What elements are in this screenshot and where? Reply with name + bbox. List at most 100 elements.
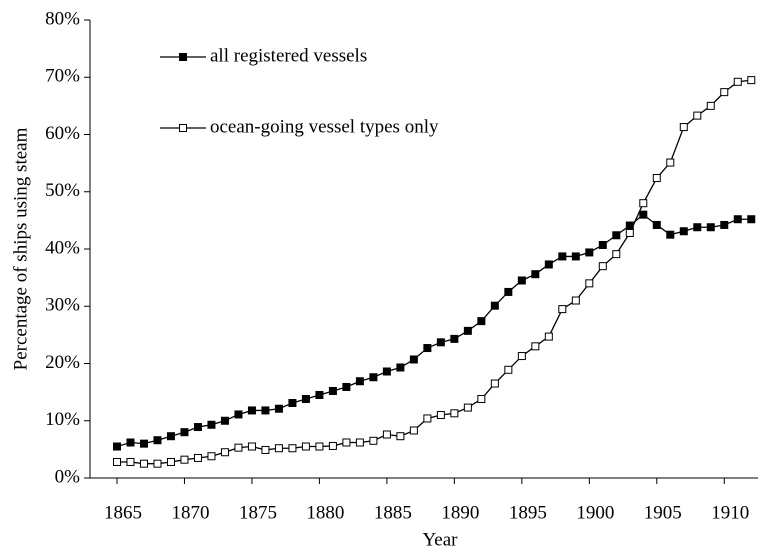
data-point (382, 367, 391, 376)
data-point (180, 428, 189, 437)
data-point (301, 442, 310, 451)
data-point (369, 436, 378, 445)
data-point (733, 77, 742, 86)
y-tick-label: 40% (45, 237, 80, 258)
data-point (139, 439, 148, 448)
data-point (436, 411, 445, 420)
data-point (531, 342, 540, 351)
data-point (234, 443, 243, 452)
data-point (477, 317, 486, 326)
data-point (261, 445, 270, 454)
series-line (116, 213, 752, 448)
data-point (301, 394, 310, 403)
data-point (180, 455, 189, 464)
data-point (531, 270, 540, 279)
data-point (112, 442, 121, 451)
data-point (153, 459, 162, 468)
data-point (396, 363, 405, 372)
data-point (490, 301, 499, 310)
y-tick-label: 0% (55, 466, 81, 487)
data-point (126, 457, 135, 466)
data-point (747, 215, 756, 224)
data-point (706, 101, 715, 110)
data-point (504, 287, 513, 296)
data-point (382, 430, 391, 439)
data-point (355, 438, 364, 447)
data-point (288, 444, 297, 453)
data-point (166, 432, 175, 441)
data-point (639, 210, 648, 219)
data-point (679, 123, 688, 132)
data-point (409, 355, 418, 364)
legend-label: all registered vessels (210, 45, 367, 66)
data-point (598, 240, 607, 249)
data-point (639, 199, 648, 208)
data-point (463, 403, 472, 412)
legend-marker (179, 124, 187, 132)
data-point (517, 276, 526, 285)
y-tick-label: 50% (45, 180, 80, 201)
data-point (234, 410, 243, 419)
data-point (355, 377, 364, 386)
series-line (116, 79, 752, 465)
data-point (193, 423, 202, 432)
data-point (220, 416, 229, 425)
data-point (490, 379, 499, 388)
y-tick-label: 30% (45, 295, 80, 316)
data-point (558, 252, 567, 261)
data-point (544, 260, 553, 269)
data-point (328, 441, 337, 450)
x-tick-label: 1900 (576, 502, 614, 523)
data-point (625, 228, 634, 237)
x-tick-label: 1885 (374, 502, 412, 523)
data-point (612, 231, 621, 240)
data-point (288, 399, 297, 408)
data-point (612, 250, 621, 259)
data-point (747, 76, 756, 85)
data-point (436, 338, 445, 347)
y-tick-label: 20% (45, 352, 80, 373)
x-tick-label: 1905 (644, 502, 682, 523)
y-tick-label: 80% (45, 8, 80, 29)
data-point (693, 111, 702, 120)
legend-marker (179, 53, 187, 61)
data-point (720, 220, 729, 229)
data-point (450, 409, 459, 418)
x-axis-label: Year (422, 529, 458, 550)
data-point (652, 220, 661, 229)
data-point (193, 453, 202, 462)
data-point (261, 406, 270, 415)
data-point (315, 390, 324, 399)
x-tick-label: 1890 (441, 502, 479, 523)
data-point (369, 373, 378, 382)
data-point (409, 426, 418, 435)
data-point (693, 223, 702, 232)
x-tick-label: 1870 (171, 502, 209, 523)
data-point (571, 296, 580, 305)
data-point (720, 88, 729, 97)
data-point (247, 442, 256, 451)
data-point (423, 414, 432, 423)
data-point (504, 365, 513, 374)
data-point (517, 352, 526, 361)
y-tick-label: 60% (45, 123, 80, 144)
data-point (166, 457, 175, 466)
data-point (450, 334, 459, 343)
data-point (126, 438, 135, 447)
data-point (706, 223, 715, 232)
data-point (571, 252, 580, 261)
data-point (274, 404, 283, 413)
data-point (544, 332, 553, 341)
data-point (733, 215, 742, 224)
data-point (315, 442, 324, 451)
data-point (666, 158, 675, 167)
data-point (679, 227, 688, 236)
data-point (666, 230, 675, 239)
data-point (342, 438, 351, 447)
x-tick-label: 1910 (711, 502, 749, 523)
data-point (274, 444, 283, 453)
legend-label: ocean-going vessel types only (210, 116, 439, 137)
data-point (396, 432, 405, 441)
